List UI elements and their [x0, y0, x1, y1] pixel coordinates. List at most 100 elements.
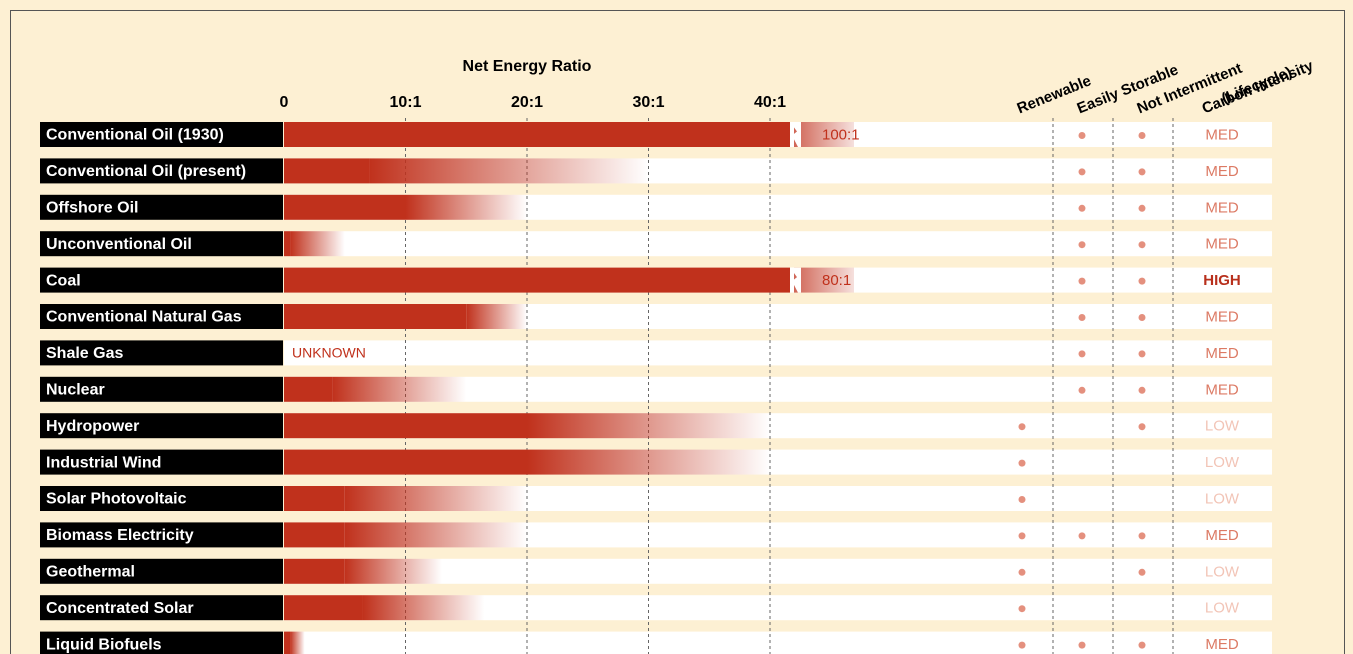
- x-tick-label: 40:1: [754, 94, 786, 111]
- flag-dot: [1018, 423, 1026, 431]
- value-label: 80:1: [822, 272, 851, 289]
- row-label: Coal: [46, 272, 81, 289]
- flag-dot: [1078, 350, 1086, 358]
- carbon-label: MED: [1205, 163, 1239, 180]
- chart-title: Net Energy Ratio: [463, 58, 592, 75]
- row-label-bg: [40, 522, 283, 548]
- row-label: Solar Photovoltaic: [46, 491, 187, 508]
- flag-dot: [1138, 168, 1146, 176]
- row-label-bg: [40, 267, 283, 293]
- carbon-label: LOW: [1205, 600, 1240, 617]
- flag-dot: [1018, 496, 1026, 503]
- bar-fade: [369, 158, 649, 184]
- row-strip: [284, 340, 1272, 366]
- bar-break: [790, 267, 801, 293]
- row-label-bg: [40, 558, 283, 584]
- carbon-label: MED: [1205, 527, 1239, 544]
- flag-dot: [1078, 641, 1086, 649]
- row-label-bg: [40, 595, 283, 621]
- row-label: Conventional Natural Gas: [46, 309, 242, 326]
- bar-solid: [284, 631, 291, 654]
- carbon-label: MED: [1205, 381, 1239, 398]
- row-label: Conventional Oil (1930): [46, 127, 224, 144]
- flag-dot: [1138, 132, 1146, 139]
- carbon-label: LOW: [1205, 454, 1240, 471]
- bar-fade: [344, 522, 527, 548]
- bar-fade: [794, 122, 854, 147]
- row-label-bg: [40, 304, 283, 329]
- row-label-bg: [40, 231, 283, 257]
- row-strip: [284, 231, 1272, 257]
- bar-fade: [362, 595, 485, 621]
- row-label-bg: [40, 631, 283, 654]
- bar-solid: [284, 122, 790, 147]
- flag-dot: [1138, 277, 1146, 285]
- flag-dot: [1138, 204, 1146, 212]
- flag-dot: [1018, 605, 1026, 613]
- flag-dot: [1138, 350, 1146, 358]
- bar-solid: [284, 194, 406, 220]
- flag-dot: [1018, 459, 1026, 467]
- flag-dot: [1138, 386, 1146, 394]
- row-label: Offshore Oil: [46, 200, 138, 217]
- row-label: Shale Gas: [46, 345, 123, 362]
- bar-fade: [405, 194, 527, 220]
- carbon-label: LOW: [1205, 418, 1240, 435]
- row-label-bg: [40, 486, 283, 511]
- x-tick-label: 30:1: [632, 94, 664, 111]
- row-strip: [284, 558, 1272, 584]
- bar-solid: [284, 231, 291, 257]
- row-label: Conventional Oil (present): [46, 163, 246, 180]
- bar-solid: [284, 522, 345, 548]
- row-label: Concentrated Solar: [46, 600, 194, 617]
- carbon-label: LOW: [1205, 490, 1240, 507]
- row-label-bg: [40, 340, 283, 366]
- row-label-bg: [40, 413, 283, 439]
- bar-fade: [527, 413, 770, 439]
- flag-dot: [1078, 277, 1086, 285]
- flag-dot: [1078, 314, 1086, 321]
- row-label: Biomass Electricity: [46, 527, 194, 544]
- flag-dot: [1138, 641, 1146, 649]
- flag-dot: [1018, 641, 1026, 649]
- bar-solid: [284, 413, 527, 439]
- bar-solid: [284, 486, 345, 511]
- bar-solid: [284, 558, 345, 584]
- bar-break: [790, 122, 801, 147]
- carbon-label: MED: [1205, 236, 1239, 253]
- x-tick-label: 20:1: [511, 94, 543, 111]
- carbon-label: MED: [1205, 199, 1239, 216]
- flag-dot: [1018, 532, 1026, 540]
- row-strip: [284, 631, 1272, 654]
- row-label-bg: [40, 194, 283, 220]
- bar-fade: [332, 376, 467, 402]
- bar-solid: [284, 595, 363, 621]
- carbon-label: LOW: [1205, 563, 1240, 580]
- carbon-label: MED: [1205, 345, 1239, 362]
- bar-solid: [284, 449, 527, 475]
- flag-dot: [1078, 204, 1086, 212]
- flag-dot: [1078, 132, 1086, 139]
- flag-dot: [1138, 314, 1146, 321]
- carbon-label: MED: [1205, 126, 1239, 143]
- row-label: Industrial Wind: [46, 454, 161, 471]
- flag-dot: [1018, 568, 1026, 576]
- flag-dot: [1138, 423, 1146, 431]
- flag-dot: [1138, 241, 1146, 249]
- row-label-bg: [40, 376, 283, 402]
- row-label: Unconventional Oil: [46, 236, 192, 253]
- bar-fade: [290, 231, 345, 257]
- row-label-bg: [40, 158, 283, 184]
- row-label: Hydropower: [46, 418, 139, 435]
- value-label: UNKNOWN: [292, 345, 366, 361]
- flag-dot: [1138, 532, 1146, 540]
- flag-dot: [1078, 241, 1086, 249]
- row-label: Liquid Biofuels: [46, 636, 162, 653]
- flag-dot: [1078, 168, 1086, 176]
- bar-solid: [284, 304, 467, 329]
- bar-fade: [466, 304, 527, 329]
- carbon-label: HIGH: [1203, 272, 1241, 289]
- row-label: Geothermal: [46, 564, 135, 581]
